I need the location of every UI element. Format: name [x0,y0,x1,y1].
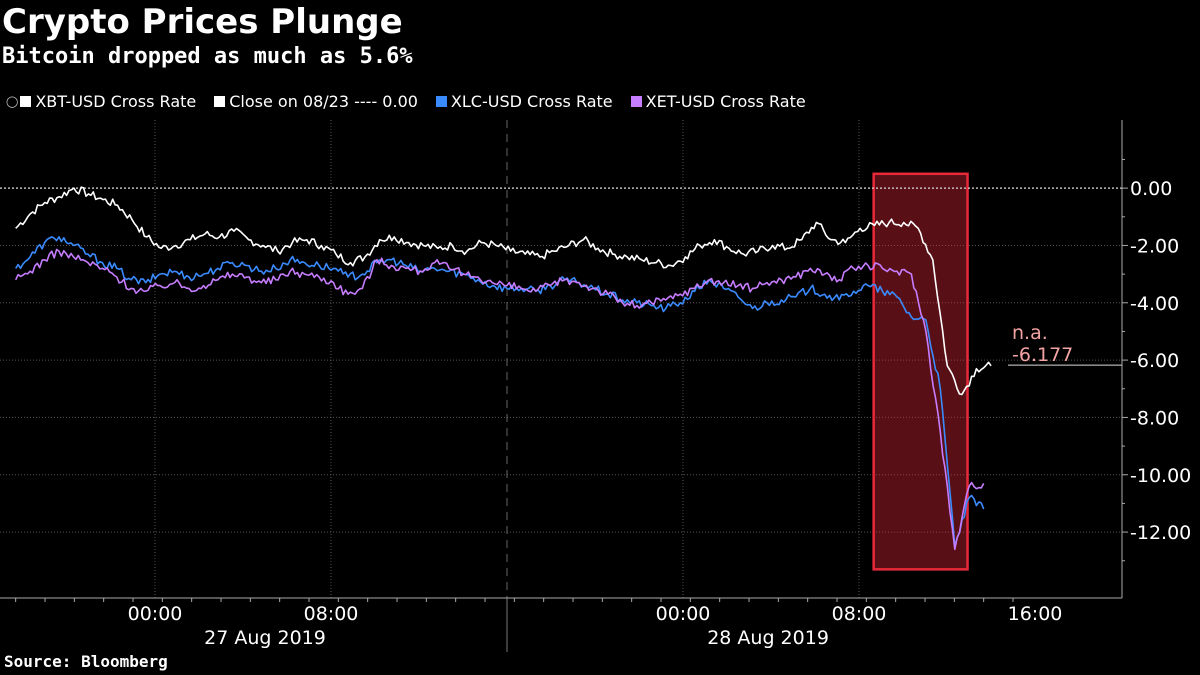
x-tick-label: 00:00 [128,603,183,625]
legend-item-xlc: XLC-USD Cross Rate [435,91,613,111]
legend-swatch [435,95,447,107]
chart-subtitle: Bitcoin dropped as much as 5.6% [2,44,413,69]
series-toggle-icon: ◯ [6,94,19,108]
x-day-label: 27 Aug 2019 [204,627,326,649]
annotation-value: -6.177 [1012,344,1073,366]
legend-label: XLC-USD Cross Rate [450,91,613,111]
y-tick-label: 0.00 [1130,178,1172,200]
y-tick-label: -12.00 [1130,522,1191,544]
x-tick-label: 16:00 [1008,603,1063,625]
x-tick-label: 08:00 [304,603,359,625]
legend-swatch [20,95,32,107]
legend-item-xbt: ◯ XBT-USD Cross Rate [6,92,196,111]
legend: ◯ XBT-USD Cross Rate Close on 08/23 ----… [6,90,824,112]
y-tick-label: -6.00 [1130,350,1179,372]
highlight-box [872,172,969,571]
legend-swatch [630,95,642,107]
x-day-label: 28 Aug 2019 [707,627,829,649]
legend-label: XET-USD Cross Rate [645,91,806,111]
legend-label: Close on 08/23 ---- 0.00 [229,91,418,111]
series-line-xbt [15,186,992,396]
series-line-xlc [15,236,985,548]
annotation-label: n.a. [1012,322,1048,344]
y-tick-label: -8.00 [1130,407,1179,429]
y-tick-label: -10.00 [1130,465,1191,487]
legend-label: XBT-USD Cross Rate [35,91,197,111]
legend-item-close: Close on 08/23 ---- 0.00 [214,92,418,111]
chart-title: Crypto Prices Plunge [2,2,403,42]
series-line-xet [14,248,985,551]
y-tick-label: -4.00 [1130,293,1179,315]
y-tick-label: -2.00 [1130,235,1179,257]
x-tick-label: 00:00 [656,603,711,625]
source-note: Source: Bloomberg [4,652,168,671]
x-tick-label: 08:00 [832,603,887,625]
legend-swatch [214,95,226,107]
legend-item-xet: XET-USD Cross Rate [630,91,806,111]
